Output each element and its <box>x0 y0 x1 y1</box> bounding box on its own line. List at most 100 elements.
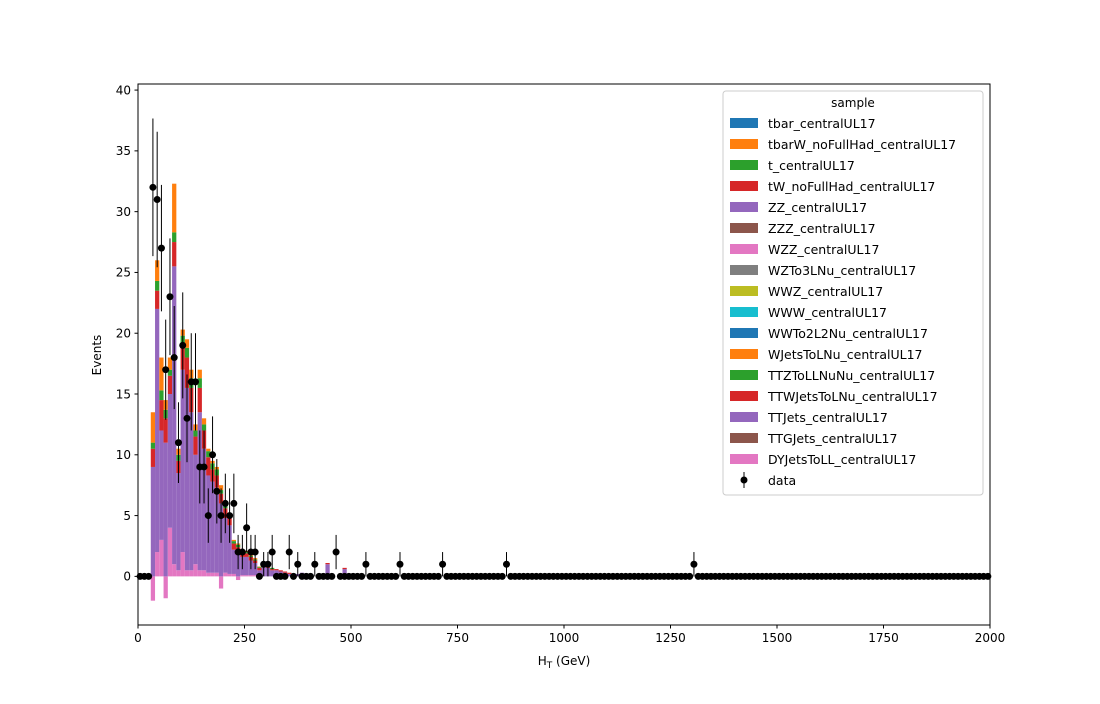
mc-bar-segment <box>278 570 283 572</box>
mc-bar-segment <box>155 290 160 309</box>
data-point <box>209 451 217 459</box>
mc-bar-segment <box>257 567 262 571</box>
mc-bar-segment <box>167 357 173 370</box>
legend-swatch <box>730 454 758 464</box>
mc-bar-segment <box>193 436 198 455</box>
mc-bar-segment <box>155 552 160 577</box>
data-point <box>192 378 200 386</box>
y-tick-label: 25 <box>116 266 131 280</box>
mc-bar-segment <box>197 369 202 379</box>
mc-bar-segment <box>201 424 207 431</box>
mc-bar-segment <box>184 387 190 571</box>
data-point <box>307 572 315 580</box>
mc-bar-segment <box>176 570 181 577</box>
legend-title: sample <box>831 96 875 110</box>
legend-box <box>722 90 984 496</box>
legend-label: WJetsToLNu_centralUL17 <box>768 347 922 362</box>
data-point <box>170 354 178 362</box>
mc-bar-segment <box>342 569 347 577</box>
data-point <box>332 548 340 556</box>
mc-bar-segment <box>210 481 215 573</box>
legend-label: tbar_centralUL17 <box>768 116 876 131</box>
data-point <box>502 560 510 568</box>
mc-bar-dy-negative <box>163 576 168 599</box>
mc-bar-segment <box>218 485 224 491</box>
mc-bar-segment <box>257 566 262 568</box>
x-axis-label: HT (GeV) <box>538 654 591 671</box>
mc-bar-segment <box>342 567 347 570</box>
mc-bar-dy-negative <box>218 576 224 589</box>
mc-bar-segment <box>167 527 173 577</box>
data-point <box>153 195 161 203</box>
legend-swatch <box>730 349 758 359</box>
mc-bar-segment <box>287 572 292 574</box>
mc-bar-segment <box>244 556 249 576</box>
data-point <box>285 548 293 556</box>
mc-bar-segment <box>193 430 198 437</box>
mc-bar-segment <box>159 390 164 401</box>
mc-bar-segment <box>193 454 198 565</box>
x-tick-label: 500 <box>340 631 363 645</box>
data-point <box>439 560 447 568</box>
x-tick-label: 1750 <box>868 631 899 645</box>
legend-label: WZZ_centralUL17 <box>768 242 879 257</box>
legend-swatch <box>730 286 758 296</box>
data-point <box>311 560 319 568</box>
mc-bar-segment <box>150 466 156 577</box>
data-point <box>264 560 272 568</box>
y-tick-label: 10 <box>116 448 131 462</box>
data-point <box>243 524 251 532</box>
legend-label: ZZ_centralUL17 <box>768 200 867 215</box>
legend-label: DYJetsToLL_centralUL17 <box>768 452 916 467</box>
data-point <box>179 341 187 349</box>
data-point <box>690 560 698 568</box>
data-point <box>162 366 170 374</box>
mc-bar-segment <box>184 347 190 358</box>
mc-bar-segment <box>167 394 173 528</box>
mc-bar-segment <box>172 232 177 243</box>
data-point <box>174 439 182 447</box>
mc-bar-segment <box>201 448 207 571</box>
mc-bar-segment <box>155 260 160 281</box>
mc-bar-segment <box>253 575 258 577</box>
data-point <box>226 512 234 520</box>
data-points <box>136 118 992 580</box>
data-point <box>498 572 506 580</box>
x-tick-label: 1250 <box>655 631 686 645</box>
mc-bar-segment <box>201 570 207 577</box>
mc-bar-segment <box>167 369 173 376</box>
x-axis-label-subscript: T <box>546 661 553 671</box>
legend-swatch <box>730 328 758 338</box>
mc-bar-segment <box>150 448 156 467</box>
data-point <box>396 560 404 568</box>
mc-bar-segment <box>223 518 228 573</box>
mc-bar-dy-negative <box>235 576 241 581</box>
mc-bar-segment <box>159 430 164 540</box>
mc-bar-segment <box>184 570 190 577</box>
legend: sample tbar_centralUL17 tbarW_noFullHad_c… <box>722 90 984 496</box>
legend-label: TTJets_centralUL17 <box>767 410 888 425</box>
mc-bar-segment <box>240 575 245 577</box>
legend-swatch <box>730 412 758 422</box>
mc-bar-segment <box>214 572 219 577</box>
mc-bar-segment <box>244 553 249 557</box>
x-tick-label: 1500 <box>762 631 793 645</box>
legend-swatch <box>730 118 758 128</box>
data-point <box>217 512 225 520</box>
mc-bar-segment <box>159 357 164 391</box>
legend-label: TTGJets_centralUL17 <box>767 431 897 446</box>
data-point <box>268 548 276 556</box>
x-axis-ticks: 0 250 500 750 1000 1250 1500 1750 2000 <box>134 625 1005 645</box>
data-point <box>255 572 263 580</box>
mc-bar-segment <box>172 242 177 267</box>
mc-bar-segment <box>231 539 236 542</box>
mc-bar-segment <box>274 569 279 571</box>
legend-label-data: data <box>768 473 796 488</box>
y-tick-label: 15 <box>116 387 131 401</box>
mc-bar-segment <box>287 573 292 577</box>
mc-bar-segment <box>206 448 211 452</box>
mc-bar-segment <box>163 418 168 443</box>
legend-data-marker <box>740 476 748 484</box>
mc-bar-segment <box>189 570 194 577</box>
legend-label: tbarW_noFullHad_centralUL17 <box>768 137 956 152</box>
